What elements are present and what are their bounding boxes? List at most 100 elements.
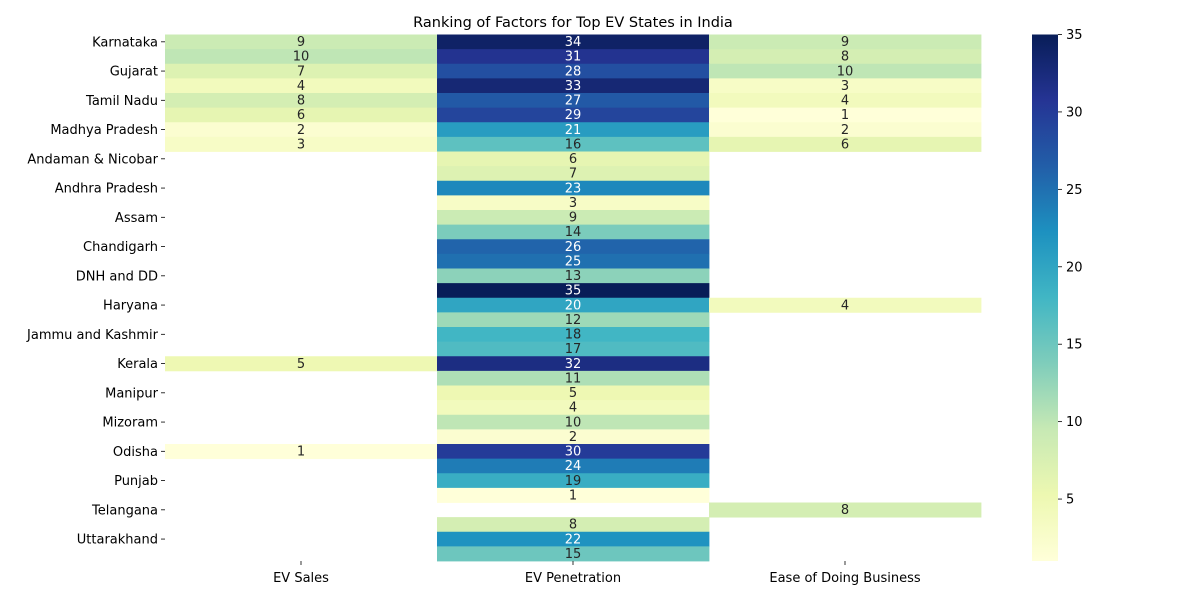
row-label: Haryana xyxy=(103,299,158,314)
row-label: Uttarakhand xyxy=(77,533,158,548)
cell-value-label: 10 xyxy=(837,64,854,79)
heatmap-cell xyxy=(437,356,710,372)
heatmap-cell xyxy=(165,122,438,138)
heatmap-cell xyxy=(437,487,710,503)
cell-value-label: 14 xyxy=(565,225,582,240)
heatmap-cells: 9 34 910 31 87 28 104 33 38 27 46 29 12 21 23 16 6672339… xyxy=(165,34,982,562)
heatmap-cell xyxy=(709,297,982,313)
cell-value-label: 18 xyxy=(565,328,582,343)
heatmap-cell xyxy=(437,327,710,343)
heatmap-cell xyxy=(437,283,710,299)
row-label: Odisha xyxy=(113,445,158,460)
heatmap-cell xyxy=(709,502,982,518)
heatmap-cell xyxy=(437,268,710,284)
cell-value-label: 19 xyxy=(565,474,582,489)
cell-value-label: 22 xyxy=(565,532,582,547)
cell-value-label: 9 xyxy=(297,35,305,50)
heatmap-cell xyxy=(437,151,710,167)
row-label: Andaman & Nicobar xyxy=(27,152,158,167)
row-label: DNH and DD xyxy=(76,269,158,284)
heatmap-cell xyxy=(709,34,982,50)
colorbar-tick-label: 15 xyxy=(1066,338,1083,353)
heatmap-cell xyxy=(437,414,710,430)
column-label: EV Sales xyxy=(273,571,329,586)
cell-value-label: 3 xyxy=(297,137,305,152)
cell-value-label: 32 xyxy=(565,357,582,372)
heatmap-cell xyxy=(437,136,710,152)
heatmap-cell xyxy=(437,429,710,445)
heatmap-cell xyxy=(437,224,710,240)
cell-value-label: 27 xyxy=(565,94,582,109)
heatmap-cell xyxy=(437,93,710,109)
heatmap-cell xyxy=(437,180,710,196)
row-label: Madhya Pradesh xyxy=(50,123,158,138)
cell-value-label: 35 xyxy=(565,284,582,299)
heatmap-cell xyxy=(165,107,438,123)
cell-value-label: 8 xyxy=(297,94,305,109)
heatmap-cell xyxy=(437,253,710,269)
heatmap-cell xyxy=(437,239,710,255)
cell-value-label: 20 xyxy=(565,298,582,313)
heatmap-cell xyxy=(709,49,982,65)
heatmap-cell xyxy=(437,297,710,313)
heatmap-cell xyxy=(165,136,438,152)
cell-value-label: 8 xyxy=(841,503,849,518)
cell-value-label: 16 xyxy=(565,137,582,152)
heatmap-cell xyxy=(437,473,710,489)
cell-value-label: 1 xyxy=(297,445,305,460)
heatmap-cell xyxy=(709,107,982,123)
row-label: Gujarat xyxy=(110,65,158,80)
row-label: Mizoram xyxy=(102,416,158,431)
heatmap-cell xyxy=(437,312,710,328)
cell-value-label: 24 xyxy=(565,459,582,474)
row-label: Kerala xyxy=(117,357,158,372)
cell-value-label: 21 xyxy=(565,123,582,138)
heatmap-cell xyxy=(709,136,982,152)
heatmap-cell xyxy=(165,93,438,109)
heatmap-cell xyxy=(709,78,982,94)
heatmap-cell xyxy=(437,385,710,401)
cell-value-label: 12 xyxy=(565,313,582,328)
cell-value-label: 8 xyxy=(569,518,577,533)
cell-value-label: 9 xyxy=(569,211,577,226)
heatmap-cell xyxy=(437,531,710,547)
cell-value-label: 28 xyxy=(565,64,582,79)
colorbar-gradient xyxy=(1032,34,1058,561)
heatmap-cell xyxy=(437,195,710,211)
heatmap-cell xyxy=(437,166,710,182)
heatmap-cell xyxy=(437,517,710,533)
colorbar-tick-label: 30 xyxy=(1066,105,1083,120)
colorbar-tick-label: 20 xyxy=(1066,260,1083,275)
cell-value-label: 1 xyxy=(841,108,849,123)
cell-value-label: 34 xyxy=(565,35,582,50)
cell-value-label: 2 xyxy=(841,123,849,138)
cell-value-label: 15 xyxy=(565,547,582,562)
cell-value-label: 29 xyxy=(565,108,582,123)
column-labels: EV Sales EV Penetration Ease of Doing Busi… xyxy=(273,561,921,586)
colorbar-tick-label: 10 xyxy=(1066,415,1083,430)
cell-value-label: 6 xyxy=(297,108,305,123)
heatmap-cell xyxy=(709,93,982,109)
row-label: Jammu and Kashmir xyxy=(26,328,159,343)
cell-value-label: 9 xyxy=(841,35,849,50)
heatmap-cell xyxy=(437,210,710,226)
heatmap-cell xyxy=(165,78,438,94)
heatmap-cell xyxy=(165,34,438,50)
cell-value-label: 23 xyxy=(565,181,582,196)
cell-value-label: 26 xyxy=(565,240,582,255)
row-label: Andhra Pradesh xyxy=(55,182,158,197)
row-label: Assam xyxy=(115,211,158,226)
cell-value-label: 5 xyxy=(297,357,305,372)
cell-value-label: 3 xyxy=(569,196,577,211)
cell-value-label: 4 xyxy=(297,79,305,94)
cell-value-label: 11 xyxy=(565,371,582,386)
cell-value-label: 4 xyxy=(841,298,849,313)
cell-value-label: 5 xyxy=(569,386,577,401)
heatmap-cell xyxy=(437,63,710,79)
colorbar-tick-label: 5 xyxy=(1066,493,1074,508)
cell-value-label: 4 xyxy=(841,94,849,109)
cell-value-label: 13 xyxy=(565,269,582,284)
row-labels: Karnataka Gujarat Tamil Nadu Madhya Pradesh… xyxy=(26,35,165,548)
cell-value-label: 6 xyxy=(569,152,577,167)
